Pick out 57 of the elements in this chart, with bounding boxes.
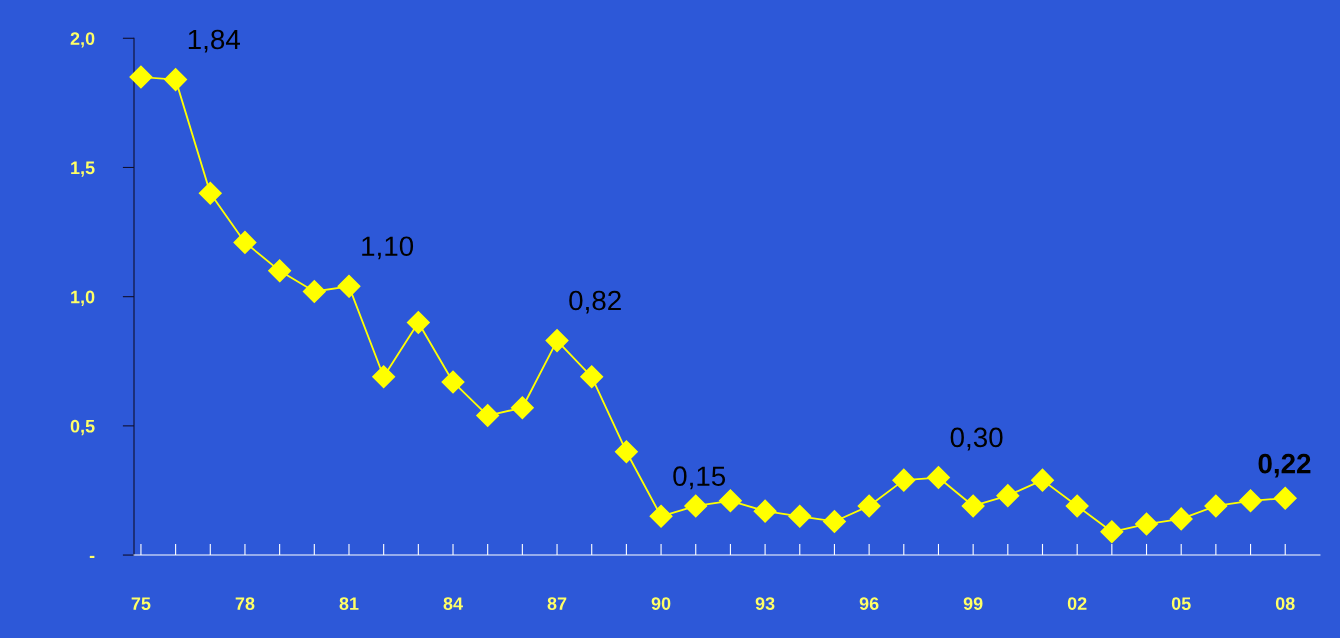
- point: [1100, 520, 1124, 544]
- point: [1273, 486, 1297, 510]
- point: [1204, 494, 1228, 518]
- point: [441, 370, 465, 394]
- point: [1169, 507, 1193, 531]
- x-tick-label: 81: [339, 597, 359, 610]
- x-tick-label: 96: [859, 597, 879, 610]
- y-tick-label: -: [89, 555, 95, 558]
- point: [406, 311, 430, 335]
- point: [510, 396, 534, 420]
- point: [1239, 489, 1263, 513]
- point: [684, 494, 708, 518]
- point: [233, 230, 257, 254]
- point: [337, 274, 361, 298]
- point: [1030, 468, 1054, 492]
- point: [718, 489, 742, 513]
- point: [614, 440, 638, 464]
- point: [268, 259, 292, 283]
- point: [961, 494, 985, 518]
- point: [649, 504, 673, 528]
- y-tick-label: 2,0: [70, 32, 95, 48]
- annotation: 0,82: [569, 290, 621, 314]
- point: [1065, 494, 1089, 518]
- point: [892, 468, 916, 492]
- point: [1135, 512, 1159, 536]
- x-tick-label: 02: [1067, 597, 1087, 610]
- x-tick-label: 87: [547, 597, 567, 610]
- y-tick-label: 1,5: [71, 161, 95, 177]
- y-tick-label: 0,5: [70, 419, 95, 436]
- x-tick-label: 78: [235, 597, 255, 610]
- point: [580, 365, 604, 389]
- x-tick-label: 08: [1275, 597, 1295, 610]
- x-tick-label: 84: [443, 597, 463, 610]
- point: [822, 509, 846, 533]
- annotation: 1,10: [362, 236, 414, 260]
- annotation: 0,30: [950, 427, 1003, 451]
- annotation: 0,15: [673, 466, 726, 490]
- x-tick-label: 93: [755, 597, 775, 611]
- annotation: 1,84: [188, 29, 240, 53]
- point: [545, 329, 569, 353]
- annotation: 0,22: [1258, 453, 1311, 478]
- point: [857, 494, 881, 518]
- point: [996, 484, 1020, 508]
- point: [302, 280, 326, 304]
- y-tick-label: 1,0: [71, 290, 95, 307]
- point: [129, 65, 153, 89]
- point: [788, 504, 812, 528]
- point: [164, 68, 188, 92]
- point: [753, 499, 777, 523]
- point: [372, 365, 396, 389]
- x-tick-label: 99: [963, 597, 983, 610]
- x-tick-label: 90: [651, 597, 671, 610]
- point: [476, 404, 500, 428]
- x-tick-label: 05: [1171, 597, 1191, 610]
- x-tick-label: 75: [131, 597, 151, 610]
- point: [926, 466, 950, 490]
- point: [198, 181, 222, 205]
